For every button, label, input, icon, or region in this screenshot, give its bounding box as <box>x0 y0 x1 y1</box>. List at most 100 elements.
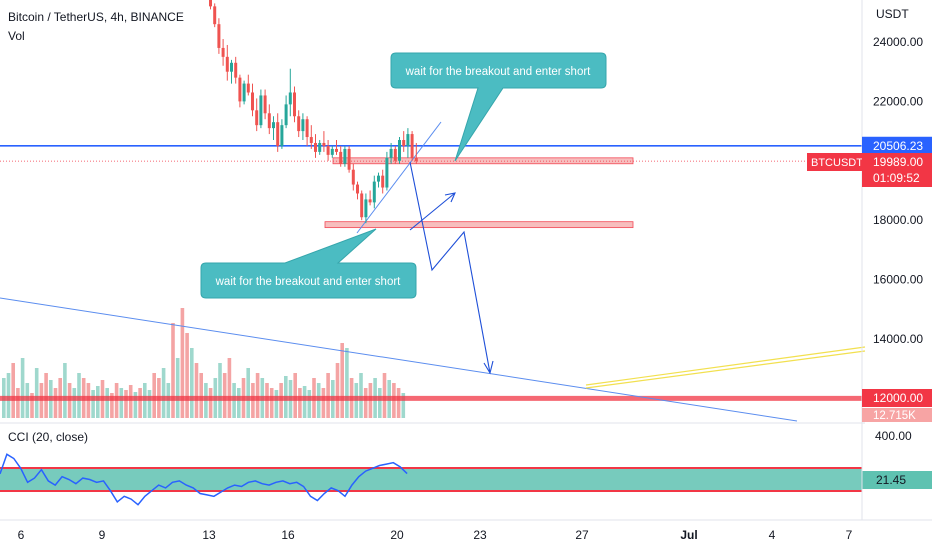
candle-body <box>221 47 225 57</box>
volume-bar <box>335 363 340 418</box>
countdown-text: 01:09:52 <box>873 171 920 185</box>
time-tick-label: Jul <box>680 528 697 542</box>
candle <box>343 145 347 167</box>
volume-bar <box>175 358 180 418</box>
candle-body <box>263 95 267 114</box>
candle <box>242 80 246 105</box>
candle-body <box>393 148 397 161</box>
candle <box>335 140 338 155</box>
candle-body <box>305 119 309 138</box>
candle <box>410 131 414 161</box>
time-axis-ticks: 6 9 13 16 20 23 27 Jul 4 7 <box>18 528 853 542</box>
volume-bar <box>119 388 124 418</box>
callout-lower[interactable]: wait for the breakout and enter short <box>200 228 417 299</box>
candle-body <box>293 92 296 117</box>
candle <box>326 140 330 161</box>
volume-bar <box>96 386 100 418</box>
volume-tag <box>862 408 932 422</box>
last-price-tag <box>862 153 932 187</box>
volume-tag-text: 12.715K <box>873 410 916 422</box>
candle-body <box>322 142 326 146</box>
volume-bar <box>199 373 203 418</box>
volume-bar <box>382 373 387 418</box>
bounce-arrow[interactable] <box>409 192 456 231</box>
volume-bar <box>363 388 368 418</box>
volume-bar <box>128 385 133 418</box>
candle-body <box>381 175 385 188</box>
price-axis-ticks: 24000.0022000.0020000.0018000.0016000.00… <box>873 35 923 346</box>
time-tick-label: 23 <box>473 528 487 542</box>
volume-bar <box>326 373 330 418</box>
volume-bar <box>321 388 326 418</box>
volume-bar <box>161 368 166 418</box>
candle-body <box>272 122 275 129</box>
volume-bar <box>269 388 274 418</box>
price-tick-label: 14000.00 <box>873 332 923 346</box>
candle-body <box>238 77 242 102</box>
bounce-arrowhead <box>444 192 456 203</box>
horizontal-lines[interactable] <box>0 144 862 401</box>
candle-body <box>259 95 263 126</box>
volume-bars <box>2 308 406 418</box>
volume-bar <box>255 373 260 418</box>
volume-label: Vol <box>8 29 25 43</box>
price-tag-support-text: 12000.00 <box>873 391 923 405</box>
cci-line <box>0 453 408 506</box>
candle-body <box>318 142 322 152</box>
time-tick-label: 7 <box>846 528 853 542</box>
candle-body <box>351 169 355 185</box>
volume-bar <box>133 392 138 418</box>
volume-bar <box>218 363 222 418</box>
yellow-channel-line-lower[interactable] <box>585 350 866 389</box>
candle <box>280 119 284 149</box>
candle-body <box>255 110 259 126</box>
time-tick-label: 20 <box>390 528 404 542</box>
volume-bar <box>63 363 67 418</box>
yellow-channel-line-upper[interactable] <box>585 346 866 386</box>
volume-bar <box>34 368 39 418</box>
candle <box>322 131 326 152</box>
candle-body <box>246 83 250 93</box>
candle <box>225 44 229 81</box>
projection-path-arrow[interactable] <box>409 161 491 374</box>
volume-bar <box>72 388 77 418</box>
candle <box>339 145 343 167</box>
symbol-tag-text: BTCUSDT <box>811 157 863 169</box>
candle-body <box>209 0 212 7</box>
candle-body <box>309 137 313 143</box>
candle <box>314 134 317 158</box>
candle-body <box>339 151 343 164</box>
candle <box>360 190 364 221</box>
candle-body <box>410 134 414 158</box>
volume-bar <box>30 393 34 418</box>
volume-bar <box>147 390 152 418</box>
volume-bar <box>6 373 11 418</box>
candle <box>251 83 254 117</box>
candle <box>297 110 301 138</box>
resistance-zones[interactable] <box>324 157 634 229</box>
candle-body <box>347 148 351 170</box>
candle <box>364 193 368 224</box>
resistance-zone-2[interactable] <box>324 221 634 229</box>
candle <box>234 56 238 84</box>
long-downtrend-line[interactable] <box>0 297 798 422</box>
volume-bar <box>190 348 194 418</box>
cci-band <box>0 468 862 491</box>
rising-wedge-line[interactable] <box>356 121 442 234</box>
price-tick-label: 16000.00 <box>873 273 923 287</box>
candle <box>230 59 233 84</box>
candle-body <box>301 119 305 132</box>
candle <box>284 95 288 129</box>
candle <box>372 175 376 209</box>
volume-bar <box>124 390 128 418</box>
callout-upper[interactable]: wait for the breakout and enter short <box>390 52 607 162</box>
candle <box>347 145 351 173</box>
last-price-text: 19989.00 <box>873 155 923 169</box>
price-tag-current-level <box>862 136 932 155</box>
candle-body <box>398 140 401 161</box>
volume-bar <box>20 358 25 418</box>
volume-bar <box>194 363 199 418</box>
volume-bar <box>227 358 232 418</box>
volume-bar <box>208 388 213 418</box>
